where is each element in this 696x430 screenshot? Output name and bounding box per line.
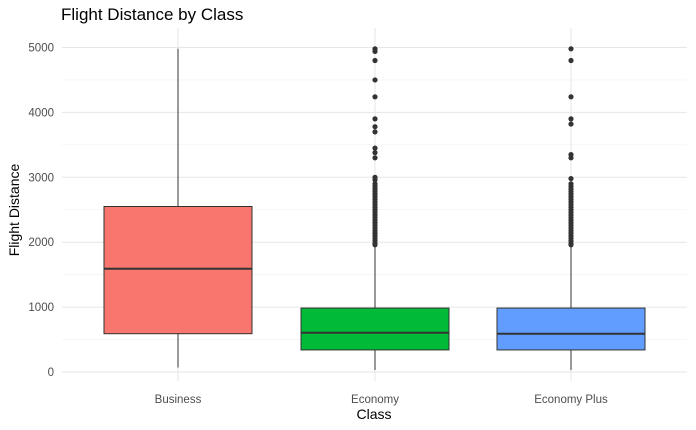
outlier-point [568, 121, 574, 127]
boxes [103, 46, 646, 371]
outlier-point [372, 77, 378, 83]
outlier-point [568, 155, 574, 161]
box-iqr [300, 307, 450, 351]
outlier-point [568, 116, 574, 122]
outlier-point [372, 57, 378, 64]
y-tick-label: 3000 [28, 172, 54, 184]
x-tick-label: Economy [351, 394, 399, 406]
outlier-point [372, 48, 378, 54]
chart-title: Flight Distance by Class [61, 5, 244, 24]
outlier-point [372, 145, 378, 151]
y-axis-ticks: 0 1000 2000 3000 4000 5000 [28, 43, 54, 380]
x-axis-ticks: Business Economy Economy Plus [155, 394, 608, 406]
outlier-point [568, 242, 574, 248]
outlier-point [372, 155, 378, 161]
outlier-point [568, 175, 574, 182]
outlier-point [372, 94, 378, 100]
box-business [103, 48, 253, 368]
outlier-point [568, 46, 574, 52]
y-tick-label: 0 [48, 367, 54, 379]
outlier-point [568, 57, 574, 64]
y-tick-label: 1000 [28, 302, 54, 314]
outlier-point [372, 124, 378, 130]
x-tick-label: Business [155, 394, 202, 406]
outlier-point [372, 116, 378, 122]
outlier-point [372, 129, 378, 135]
y-tick-label: 5000 [28, 43, 54, 55]
box-economy-plus [496, 46, 646, 371]
box-economy [300, 46, 450, 371]
outlier-point [372, 242, 378, 248]
box-iqr [103, 206, 253, 335]
x-axis-label: Class [356, 406, 391, 422]
outlier-point [372, 150, 378, 156]
box-iqr [496, 307, 646, 351]
y-tick-label: 2000 [28, 237, 54, 249]
y-axis-label: Flight Distance [6, 163, 22, 256]
x-tick-label: Economy Plus [534, 394, 608, 406]
outlier-point [372, 177, 378, 183]
y-tick-label: 4000 [28, 107, 54, 119]
outlier-point [568, 94, 574, 100]
